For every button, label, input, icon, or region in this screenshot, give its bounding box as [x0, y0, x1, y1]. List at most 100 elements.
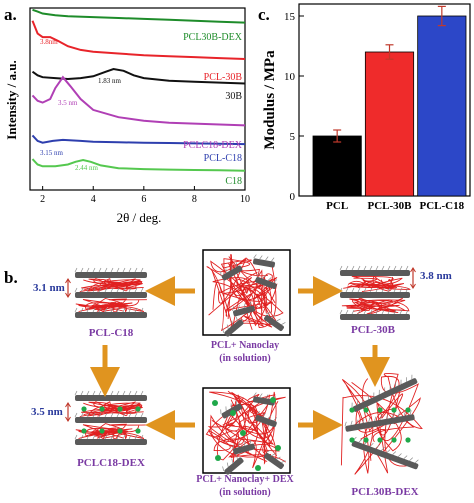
surfactant-chain	[122, 287, 126, 293]
surfactant-chain	[110, 390, 114, 396]
surfactant-chain	[414, 459, 419, 464]
label-mix1-line2: (in solution)	[219, 353, 270, 364]
surfactant-chain	[386, 414, 388, 419]
label-pcl30b-dex: PCL30B-DEX	[351, 486, 418, 498]
surfactant-chain	[235, 400, 237, 405]
surfactant-chain	[92, 390, 96, 396]
modulus-y-tick-label: 10	[284, 71, 296, 83]
modulus-y-axis-label: Modulus / MPa	[262, 50, 278, 150]
surfactant-chain	[271, 257, 275, 262]
surfactant-chain	[110, 287, 114, 293]
surfactant-chain	[230, 265, 232, 270]
clay-platelet	[252, 254, 276, 268]
surfactant-chain	[122, 412, 126, 418]
surfactant-chain	[116, 287, 120, 293]
polymer-chain	[87, 280, 144, 292]
surfactant-chain	[381, 265, 385, 271]
polymer-chain	[81, 401, 144, 417]
modulus-y-tick-label: 0	[290, 191, 296, 203]
surfactant-chain	[225, 406, 227, 411]
surfactant-chain	[339, 265, 343, 271]
surfactant-chain	[222, 466, 224, 471]
xrd-x-tick-label: 4	[91, 194, 96, 205]
spacing-arrow-30b-head	[410, 267, 416, 273]
panel-label-a: a.	[4, 5, 17, 24]
polymer-chain	[213, 395, 278, 457]
bar-pcl	[312, 135, 362, 197]
spacing-arrow-c18-head	[65, 292, 71, 298]
spacing-arrow-30b-head	[410, 283, 416, 289]
polymer-chain	[362, 375, 420, 441]
surfactant-chain	[104, 434, 108, 440]
surfactant-chain	[262, 275, 266, 279]
surfactant-chain	[256, 411, 261, 415]
surfactant-chain	[235, 262, 237, 267]
surfactant-chain	[367, 394, 369, 400]
dex-particle	[363, 437, 369, 443]
spacing-label-c18-dex: 3.5 nm	[31, 406, 63, 418]
surfactant-chain	[236, 454, 238, 460]
clay-platelet	[351, 374, 418, 412]
surfactant-chain	[373, 392, 375, 397]
surfactant-chain	[249, 439, 252, 445]
panel-label-c: c.	[258, 5, 270, 24]
surfactant-chain	[122, 434, 126, 440]
surfactant-chain	[357, 400, 358, 405]
clay-platelet-body	[255, 414, 277, 428]
xrd-series-label-pcl-30b: PCL-30B	[204, 72, 243, 83]
clay-platelet-body	[75, 292, 147, 298]
bar-pcl-30b	[364, 51, 415, 197]
surfactant-chain	[104, 307, 108, 313]
surfactant-chain	[399, 287, 403, 293]
surfactant-chain	[362, 418, 365, 424]
surfactant-chain	[374, 416, 377, 422]
stack-pcl-30b	[339, 265, 411, 320]
spacing-label-30b: 3.8 nm	[420, 270, 452, 282]
surfactant-chain	[74, 287, 78, 293]
surfactant-chain	[358, 438, 363, 443]
surfactant-chain	[116, 267, 120, 273]
surfactant-chain	[122, 307, 126, 313]
surfactant-chain	[140, 434, 144, 440]
polymer-chain	[78, 304, 129, 312]
surfactant-chain	[400, 379, 402, 385]
surfactant-chain	[110, 434, 114, 440]
surfactant-chain	[345, 309, 349, 315]
clay-platelet	[264, 449, 286, 469]
surfactant-chain	[368, 417, 371, 423]
dex-particle	[391, 407, 397, 413]
clay-platelet	[220, 262, 243, 281]
clay-platelet	[255, 273, 278, 290]
xrd-annotation-3-15nm: 3.15 nm	[40, 149, 64, 157]
surfactant-chain	[98, 390, 102, 396]
surfactant-chain	[74, 412, 78, 418]
surfactant-chain	[266, 311, 271, 315]
dex-particle	[212, 400, 218, 406]
clay-platelet-body	[75, 417, 147, 423]
surfactant-chain	[80, 412, 84, 418]
surfactant-chain	[381, 447, 385, 451]
surfactant-chain	[387, 287, 391, 293]
surfactant-chain	[266, 449, 271, 453]
surfactant-chain	[369, 287, 373, 293]
polymer-chain	[78, 298, 133, 313]
bar-pcl-c18	[417, 15, 467, 197]
surfactant-chain	[369, 443, 374, 447]
label-pclc18-dex: PCLC18-DEX	[77, 457, 145, 469]
clay-platelet	[222, 316, 244, 337]
clay-platelet	[232, 301, 255, 317]
clay-platelet-body	[75, 272, 147, 278]
surfactant-chain	[253, 254, 257, 259]
surfactant-chain	[273, 417, 278, 421]
xrd-series-label-c18: C18	[225, 176, 242, 187]
surfactant-chain	[387, 309, 391, 315]
surfactant-chain	[389, 384, 391, 390]
xrd-line-pcl-30b	[31, 20, 246, 60]
xrd-x-tick-label: 2	[40, 194, 45, 205]
xrd-chart: 2 4 6 8 10 2θ / deg. Intensity / a.u. PCL30B…	[4, 7, 250, 225]
clay-platelet-body	[224, 457, 244, 475]
surfactant-chain	[232, 306, 234, 312]
surfactant-chain	[393, 309, 397, 315]
surfactant-chain	[128, 267, 132, 273]
